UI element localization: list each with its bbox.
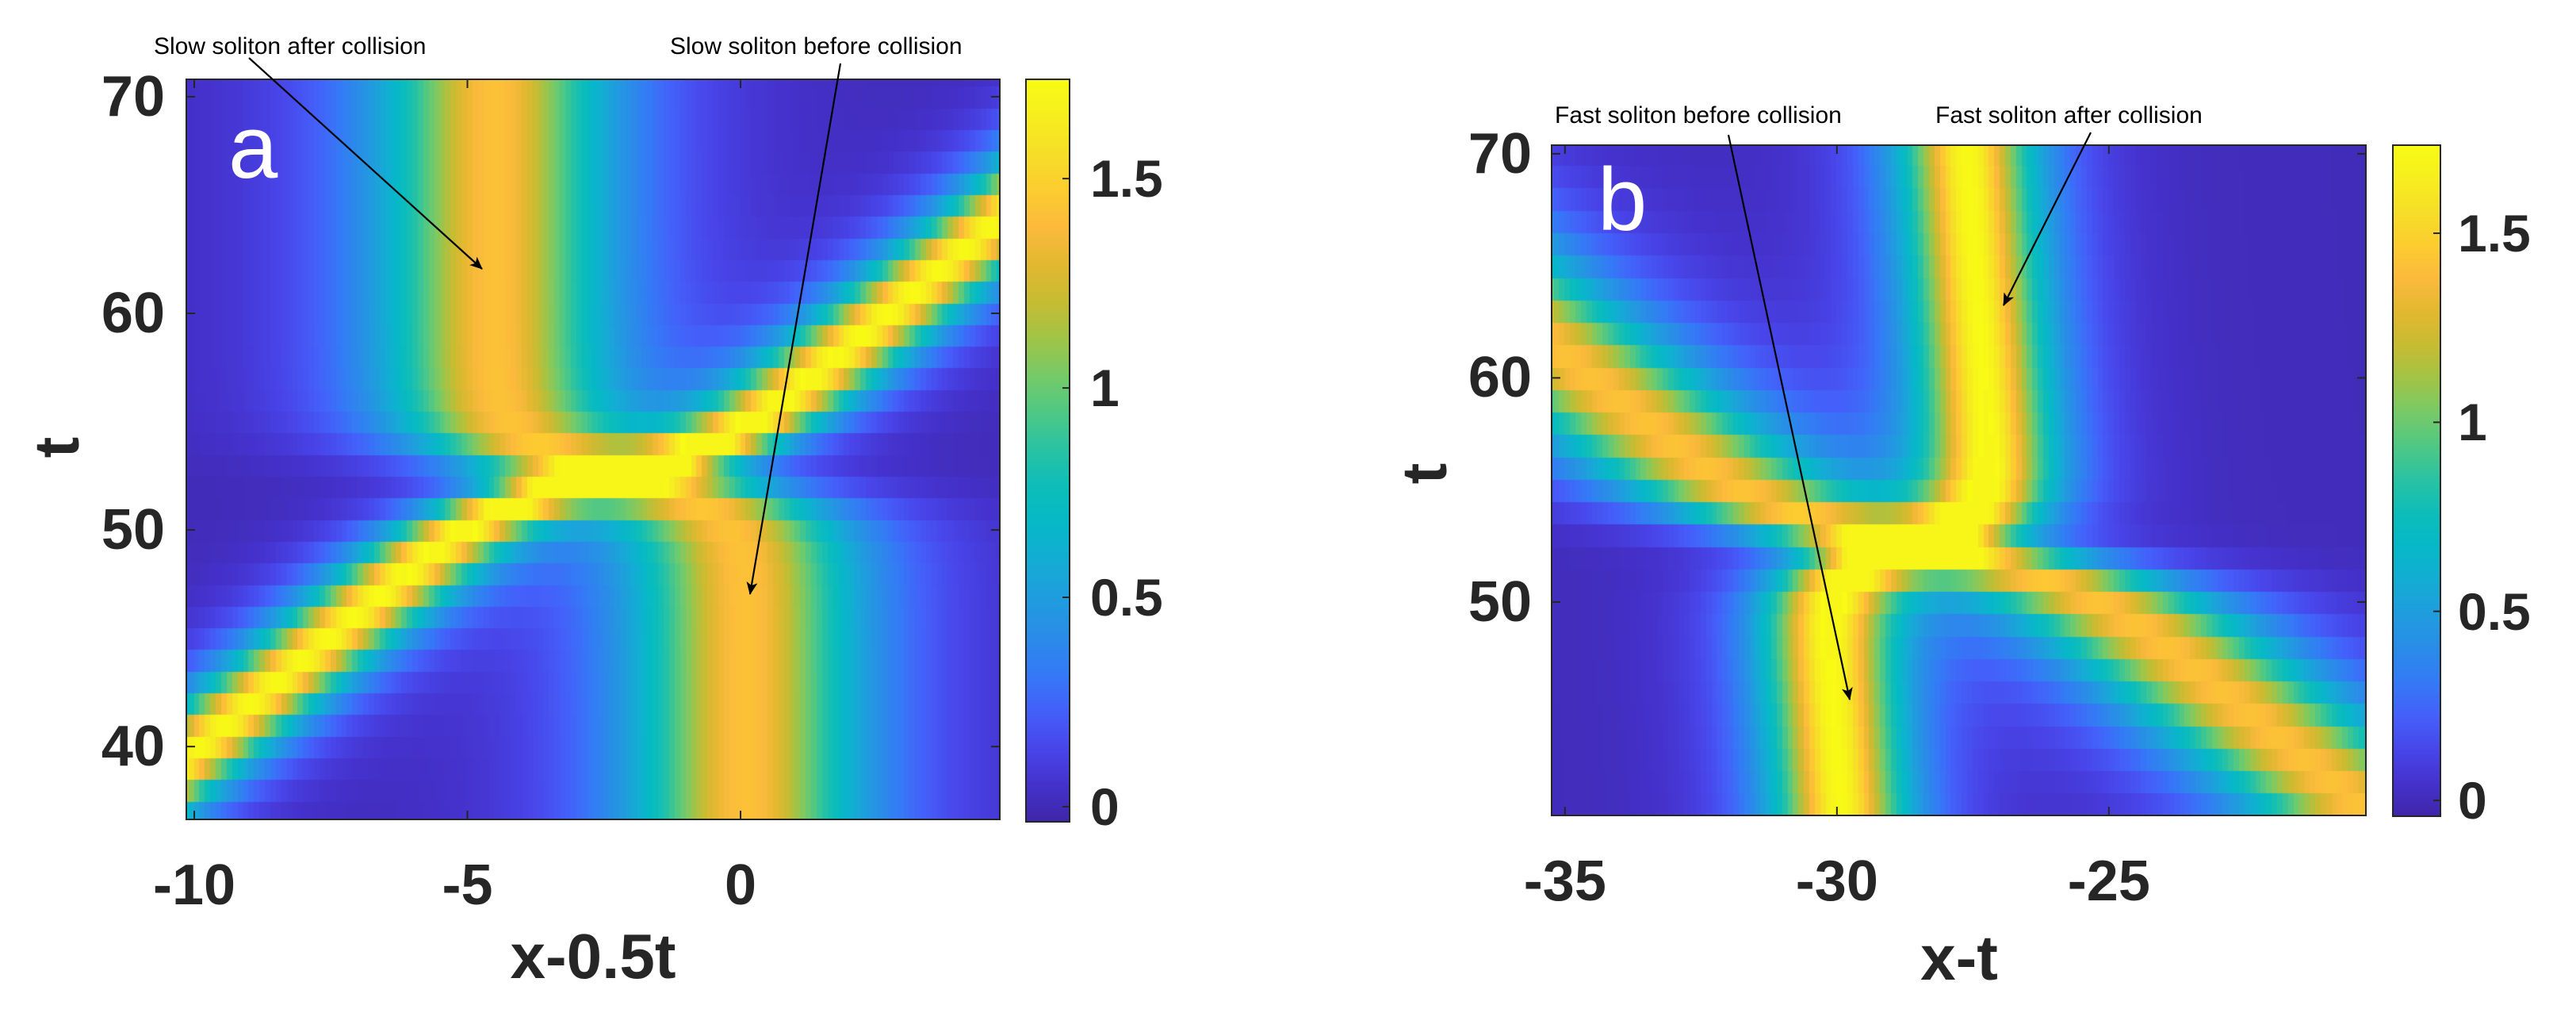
panel-label-a: a	[228, 98, 278, 197]
colorbar-tick-label: 1.5	[2458, 204, 2531, 263]
panel-label-b: b	[1598, 150, 1648, 249]
colorbar-tick-label: 0	[2458, 771, 2487, 831]
y-tick-label: 40	[101, 715, 165, 779]
colorbar-gradient-a	[1025, 79, 1070, 823]
heatmap-panel-b	[1551, 144, 2367, 816]
x-tick-label: -10	[152, 854, 236, 917]
heatmap-canvas-b	[1551, 144, 2367, 816]
colorbar-b	[2392, 144, 2441, 817]
x-tick-label: -35	[1523, 850, 1606, 913]
heatmap-panel-a	[186, 79, 1001, 820]
y-tick-label: 60	[1468, 346, 1532, 410]
colorbar-tick-label: 0	[1090, 777, 1120, 836]
x-tick-label: -5	[442, 854, 493, 917]
y-axis-title-a: t	[21, 436, 92, 458]
heatmap-canvas-a	[186, 79, 1001, 820]
annotation-fast-before: Fast soliton before collision	[1555, 102, 1842, 129]
colorbar-tick-label: 1	[2458, 393, 2487, 452]
x-tick-label: 0	[725, 854, 757, 917]
y-tick-label: 70	[101, 64, 165, 129]
y-axis-title-b: t	[1389, 462, 1460, 485]
colorbar-tick-label: 0.5	[1090, 568, 1163, 627]
y-tick-label: 70	[1468, 121, 1532, 186]
colorbar-a	[1025, 79, 1070, 823]
annotation-slow-after: Slow soliton after collision	[154, 33, 427, 59]
y-tick-label: 50	[101, 498, 165, 562]
colorbar-tick-label: 1	[1090, 359, 1120, 418]
colorbar-tick-label: 0.5	[2458, 581, 2531, 641]
x-axis-title-a: x-0.5t	[510, 921, 676, 992]
y-tick-label: 50	[1468, 570, 1532, 634]
colorbar-tick-label: 1.5	[1090, 149, 1163, 209]
y-tick-label: 60	[101, 282, 165, 345]
x-tick-label: -25	[2067, 850, 2150, 913]
x-tick-label: -30	[1795, 850, 1878, 913]
x-axis-title-b: x-t	[1920, 923, 1998, 993]
annotation-fast-after: Fast soliton after collision	[1935, 102, 2203, 129]
annotation-slow-before: Slow soliton before collision	[670, 33, 963, 59]
colorbar-gradient-b	[2392, 144, 2441, 817]
